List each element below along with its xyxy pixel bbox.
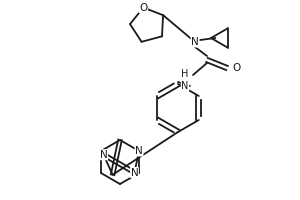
Text: O: O	[139, 3, 148, 13]
Text: N: N	[130, 168, 138, 178]
Text: O: O	[232, 63, 240, 73]
Text: N: N	[135, 146, 143, 156]
Text: H
N: H N	[181, 69, 189, 91]
Text: N: N	[191, 37, 199, 47]
Text: N: N	[100, 150, 107, 160]
